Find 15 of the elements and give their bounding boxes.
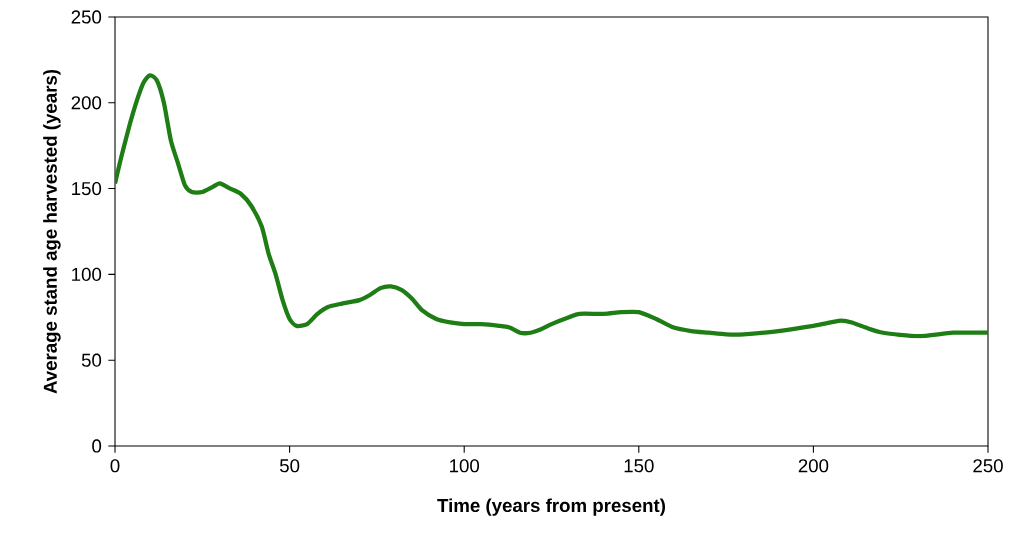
y-tick-label: 100 — [72, 267, 102, 281]
x-tick-label: 150 — [624, 459, 654, 473]
x-tick-label: 250 — [973, 459, 1003, 473]
x-tick-label: 0 — [110, 459, 120, 473]
y-axis-title: Average stand age harvested (years) — [43, 69, 61, 394]
y-tick-label: 200 — [71, 96, 102, 110]
x-tick-label: 200 — [798, 459, 829, 473]
x-tick-label: 50 — [279, 459, 300, 473]
y-tick-label: 250 — [71, 10, 102, 24]
x-tick-label: 100 — [450, 459, 480, 473]
line-series — [115, 73, 988, 339]
x-axis-title: Time (years from present) — [437, 498, 665, 516]
y-tick-label: 150 — [72, 181, 102, 196]
y-tick-label: 50 — [81, 353, 102, 367]
y-tick-label: 0 — [92, 439, 102, 453]
